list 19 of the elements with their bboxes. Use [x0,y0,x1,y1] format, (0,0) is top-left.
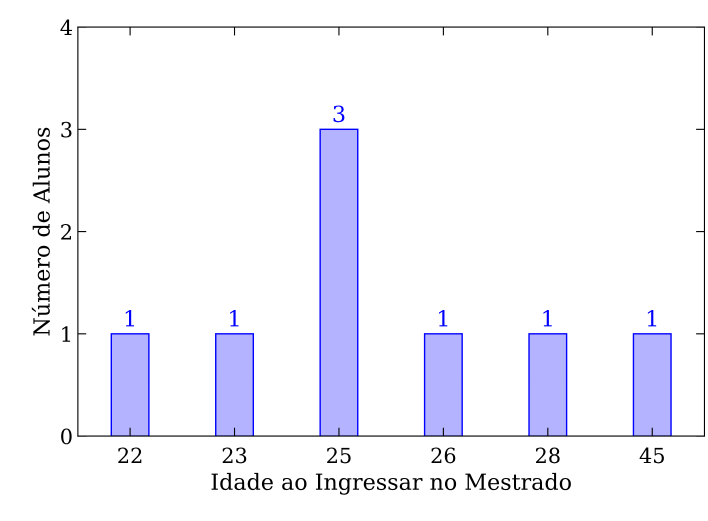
x-tick-label: 22 [118,448,142,464]
x-tick-label: 26 [432,448,456,464]
data-label: 1 [648,310,656,326]
data-label: 1 [439,310,448,326]
y-tick-label: 4 [60,20,72,36]
y-tick-label: 3 [61,122,72,138]
x-axis-title: Idade ao Ingressar no Mestrado [212,472,571,495]
data-label: 1 [543,310,552,326]
x-tick-label: 45 [640,448,664,464]
data-label: 1 [126,310,134,326]
data-label: 1 [230,310,238,326]
x-tick-label: 28 [536,448,560,464]
y-axis-title: Número de Alunos [32,128,50,336]
x-tick-label: 25 [327,448,351,464]
data-label: 3 [334,105,344,122]
y-tick-label: 2 [61,224,71,240]
x-tick-label: 23 [222,448,246,464]
y-tick-label: 1 [62,326,70,342]
y-tick-label: 0 [61,428,72,444]
